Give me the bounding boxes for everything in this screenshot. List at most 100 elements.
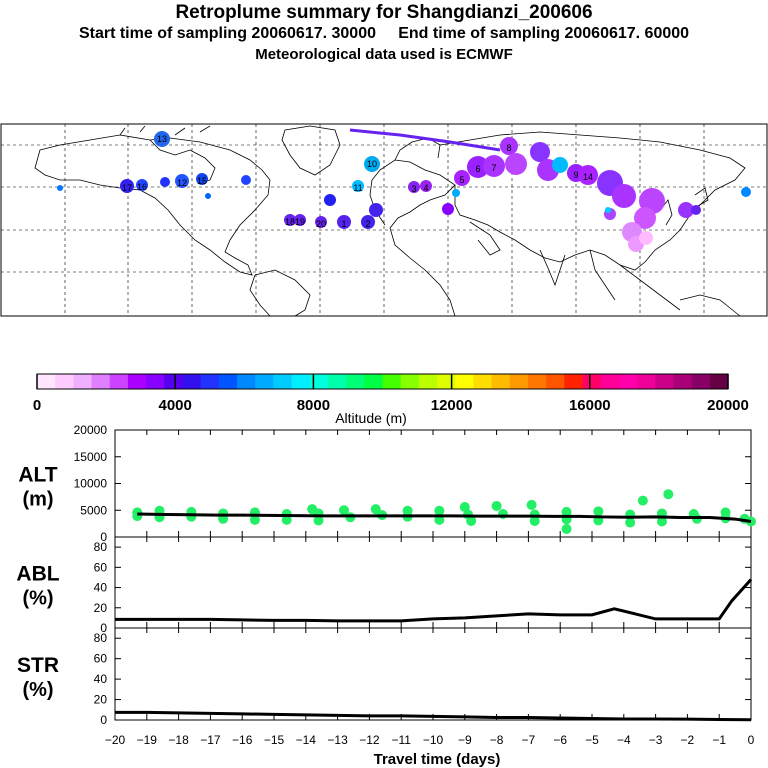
colorbar-cell — [218, 374, 238, 389]
colorbar-cell — [473, 374, 493, 389]
plume-day-label: 17 — [122, 183, 132, 193]
x-tick-label: −8 — [490, 733, 504, 747]
colorbar-label: Altitude (m) — [335, 410, 407, 426]
plume-day-label: 1 — [341, 219, 346, 229]
panel-title: STR — [17, 654, 59, 677]
altitude-mean-line — [137, 512, 752, 523]
x-tick-label: −1 — [712, 733, 726, 747]
colorbar-cell — [637, 374, 656, 389]
met-data-label: Meteorological data used is ECMWF — [255, 46, 513, 63]
y-tick-label: 20 — [94, 693, 108, 707]
altitude-point — [466, 515, 477, 526]
plume-marker — [294, 214, 306, 226]
x-tick-label: −11 — [391, 733, 411, 747]
plume-marker — [452, 189, 460, 197]
plume-marker — [678, 202, 694, 218]
x-tick-label: −14 — [296, 733, 317, 747]
plume-day-label: 19 — [295, 217, 305, 227]
chart-title: Retroplume summary for Shangdianzi_20060… — [175, 2, 593, 23]
altitude-point — [491, 500, 502, 511]
x-axis-ticks: −20 −19 −18 −17 −16 −15 −14 −13 −12 −11 −10 −9 −8 −7−… — [105, 733, 755, 747]
plume-marker — [408, 181, 420, 193]
plume-marker — [364, 156, 380, 172]
colorbar-cell — [546, 374, 565, 389]
colorbar-cell — [400, 374, 420, 389]
plume-day-label: 18 — [285, 217, 295, 227]
plume-marker — [205, 193, 211, 199]
plume-day-label: 9 — [573, 170, 578, 180]
plume-marker — [552, 157, 568, 173]
colorbar-cell — [673, 374, 693, 389]
y-tick-label: 80 — [94, 540, 108, 554]
colorbar-cell — [291, 374, 311, 389]
x-tick-label: −13 — [327, 733, 348, 747]
plume-day-label: 8 — [506, 143, 511, 153]
altitude-point — [593, 506, 604, 517]
altitude-point — [186, 511, 197, 522]
altitude-point — [529, 515, 540, 526]
plume-marker — [612, 184, 636, 208]
plume-day-label: 6 — [475, 164, 480, 174]
y-tick-label: 0 — [100, 713, 107, 727]
panel-unit: (%) — [22, 588, 53, 610]
plume-marker — [241, 175, 251, 185]
colorbar-cell — [73, 374, 93, 389]
plume-marker — [639, 231, 653, 245]
x-tick-label: −15 — [264, 733, 285, 747]
colorbar-cell — [709, 374, 729, 389]
plume-day-label: 15 — [197, 176, 207, 186]
str-line — [115, 710, 752, 722]
altitude-point — [459, 502, 470, 513]
plume-day-label: 12 — [177, 178, 187, 188]
subtitle-start: Start time of sampling 20060617. 30000 — [78, 25, 376, 42]
plume-day-label: 7 — [491, 163, 496, 173]
x-tick-label: −18 — [168, 733, 189, 747]
plume-marker — [160, 177, 170, 187]
colorbar-cell — [691, 374, 711, 389]
altitude-point — [370, 504, 381, 515]
colorbar-cell — [309, 374, 329, 389]
plume-day-label: 13 — [157, 134, 167, 144]
plume-day-label: 5 — [459, 175, 464, 185]
panel-frame — [114, 627, 752, 721]
y-tick-label: 0 — [100, 621, 107, 635]
panel-abl: 0 20 40 60 80 ABL(%) — [16, 536, 753, 635]
y-tick-label: 60 — [94, 652, 108, 666]
altitude-point — [561, 523, 572, 534]
abl-line — [115, 578, 753, 623]
plume-marker — [361, 215, 375, 229]
altitude-point — [526, 499, 537, 510]
altitude-point — [434, 514, 445, 525]
plume-day-label: 11 — [353, 183, 362, 193]
altitude-point — [249, 514, 260, 525]
time-series-panels: 05000100001500020000ALT(m)020406080ABL(%… — [16, 423, 756, 727]
panel-title: ALT — [18, 464, 57, 487]
plume-marker — [454, 170, 470, 186]
plume-marker — [120, 179, 134, 193]
panel-unit: (%) — [22, 679, 53, 701]
altitude-point — [281, 514, 292, 525]
plume-track — [349, 128, 501, 152]
coastlines — [34, 125, 746, 317]
colorbar-cell — [200, 374, 220, 389]
altitude-point — [561, 506, 572, 517]
colorbar-cell — [91, 374, 111, 389]
altitude-point — [338, 505, 349, 516]
panel-unit: (m) — [22, 489, 53, 511]
altitude-point — [625, 517, 636, 528]
colorbar-cell — [109, 374, 129, 389]
plume-marker — [505, 153, 527, 175]
panel-str: 0 20 40 60 80 STR(%) — [17, 627, 752, 727]
colorbar-cell — [509, 374, 529, 389]
colorbar-cell — [237, 374, 256, 389]
x-tick-label: −12 — [359, 733, 380, 747]
plume-day-label: 20 — [316, 219, 326, 229]
plume-marker — [352, 180, 364, 192]
x-tick-label: −4 — [617, 733, 631, 747]
colorbar-tick-label: 12000 — [431, 397, 473, 414]
colorbar-cell — [582, 374, 602, 389]
colorbar-cell — [327, 374, 347, 389]
y-tick-label: 5000 — [80, 503, 107, 517]
